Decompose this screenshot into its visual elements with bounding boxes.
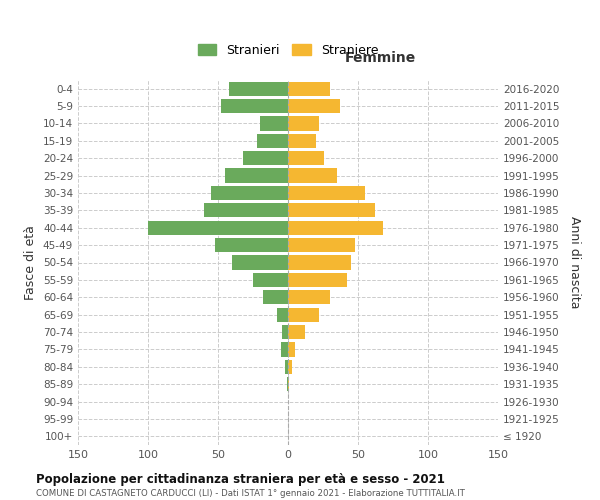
Bar [283, 325, 288, 339]
Bar [285, 360, 288, 374]
Bar [221, 99, 288, 113]
Bar [288, 360, 292, 374]
Bar [288, 256, 351, 270]
Bar [232, 256, 288, 270]
Bar [288, 82, 330, 96]
Bar [288, 290, 330, 304]
Bar [277, 308, 288, 322]
Bar [260, 116, 288, 130]
Bar [211, 186, 288, 200]
Bar [288, 151, 325, 166]
Bar [288, 308, 319, 322]
Bar [225, 168, 288, 182]
Bar [288, 203, 375, 218]
Bar [215, 238, 288, 252]
Bar [288, 220, 383, 235]
Bar [204, 203, 288, 218]
Bar [288, 238, 355, 252]
Bar [263, 290, 288, 304]
Bar [288, 342, 295, 356]
Y-axis label: Anni di nascita: Anni di nascita [568, 216, 581, 308]
Text: Femmine: Femmine [345, 52, 416, 66]
Bar [288, 325, 305, 339]
Bar [288, 99, 340, 113]
Bar [288, 377, 289, 392]
Bar [229, 82, 288, 96]
Bar [288, 273, 347, 287]
Bar [253, 273, 288, 287]
Text: COMUNE DI CASTAGNETO CARDUCCI (LI) - Dati ISTAT 1° gennaio 2021 - Elaborazione T: COMUNE DI CASTAGNETO CARDUCCI (LI) - Dat… [36, 489, 465, 498]
Bar [281, 342, 288, 356]
Bar [287, 377, 288, 392]
Legend: Stranieri, Straniere: Stranieri, Straniere [193, 39, 383, 62]
Bar [257, 134, 288, 148]
Bar [288, 168, 337, 182]
Bar [288, 134, 316, 148]
Bar [148, 220, 288, 235]
Bar [288, 116, 319, 130]
Bar [288, 186, 365, 200]
Bar [243, 151, 288, 166]
Text: Popolazione per cittadinanza straniera per età e sesso - 2021: Popolazione per cittadinanza straniera p… [36, 472, 445, 486]
Y-axis label: Fasce di età: Fasce di età [25, 225, 37, 300]
